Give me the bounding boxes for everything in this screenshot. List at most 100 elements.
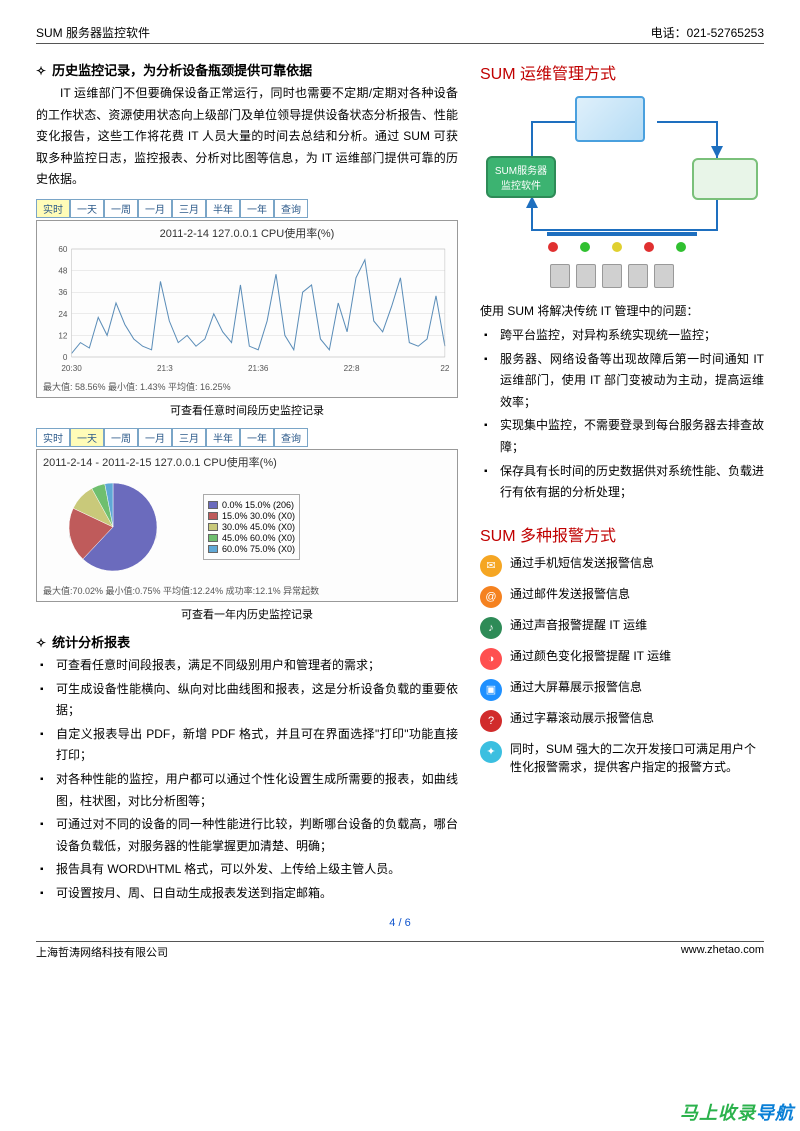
alarm-text: 通过字幕滚动展示报警信息	[510, 709, 654, 727]
manage-heading: SUM 运维管理方式	[480, 60, 764, 84]
report-item: 对各种性能的监控，用户都可以通过个性化设置生成所需要的报表，如曲线图，柱状图，对…	[40, 769, 458, 812]
time-tab[interactable]: 实时	[36, 199, 70, 218]
led-row	[540, 242, 694, 252]
alarm-item: ✦ 同时，SUM 强大的二次开发接口可满足用户个性化报警需求，提供客户指定的报警方…	[480, 740, 764, 776]
time-tab[interactable]: 一天	[70, 199, 104, 218]
alarm-item: ? 通过字幕滚动展示报警信息	[480, 709, 764, 732]
pie-chart-caption: 可查看一年内历史监控记录	[36, 606, 458, 622]
alarm-text: 同时，SUM 强大的二次开发接口可满足用户个性化报警需求，提供客户指定的报警方式…	[510, 740, 764, 776]
time-tab[interactable]: 实时	[36, 428, 70, 447]
line-chart-title: 2011-2-14 127.0.0.1 CPU使用率(%)	[43, 225, 451, 241]
svg-text:24: 24	[58, 310, 68, 319]
line-chart-caption: 可查看任意时间段历史监控记录	[36, 402, 458, 418]
legend-item: 15.0% 30.0% (X0)	[208, 511, 295, 521]
sum-box-line2: 监控软件	[492, 177, 550, 192]
alarm-icon: ♪	[480, 617, 502, 639]
alarm-item: ✉ 通过手机短信发送报警信息	[480, 554, 764, 577]
server-row	[550, 264, 674, 288]
time-tab[interactable]: 一月	[138, 199, 172, 218]
company-name: 上海哲涛网络科技有限公司	[36, 944, 168, 960]
svg-text:36: 36	[58, 288, 68, 297]
svg-text:48: 48	[58, 267, 68, 276]
svg-text:22: 22	[440, 364, 450, 373]
phone-number: 电话：021-52765253	[651, 24, 764, 41]
svg-text:0: 0	[63, 353, 68, 362]
alarm-item: ♪ 通过声音报警提醒 IT 运维	[480, 616, 764, 639]
alarm-text: 通过邮件发送报警信息	[510, 585, 630, 603]
pie-chart-stats: 最大值:70.02% 最小值:0.75% 平均值:12.24% 成功率:12.1…	[43, 584, 451, 597]
alarm-icon: @	[480, 586, 502, 608]
website-url: www.zhetao.com	[681, 944, 764, 960]
svg-text:12: 12	[58, 331, 68, 340]
server-icon	[550, 264, 570, 288]
report-item: 可生成设备性能横向、纵向对比曲线图和报表，这是分析设备负载的重要依据；	[40, 679, 458, 722]
page-number: 4 / 6	[36, 917, 764, 929]
legend-item: 60.0% 75.0% (X0)	[208, 544, 295, 554]
cpu-line-chart-frame: 2011-2-14 127.0.0.1 CPU使用率(%) 0 12 24 36 48 6…	[36, 220, 458, 398]
status-led	[548, 242, 558, 252]
time-tab[interactable]: 一年	[240, 428, 274, 447]
manage-bullet-list: 跨平台监控，对异构系统实现统一监控；服务器、网络设备等出现故障后第一时间通知 I…	[480, 325, 764, 504]
monitor-screen-icon	[575, 96, 645, 142]
alarm-icon: ◑	[480, 648, 502, 670]
time-range-tabs-2: 实时一天一周一月三月半年一年查询	[36, 428, 458, 447]
report-item: 可设置按月、周、日自动生成报表发送到指定邮箱。	[40, 883, 458, 905]
time-range-tabs: 实时一天一周一月三月半年一年查询	[36, 199, 458, 218]
users-box	[692, 158, 758, 200]
cpu-pie-chart	[43, 472, 193, 582]
svg-text:21:3: 21:3	[157, 364, 173, 373]
legend-item: 0.0% 15.0% (206)	[208, 500, 295, 510]
alarm-icon: ?	[480, 710, 502, 732]
alarm-list: ✉ 通过手机短信发送报警信息 @ 通过邮件发送报警信息 ♪ 通过声音报警提醒 IT 运维 ◑…	[480, 554, 764, 776]
report-heading: 统计分析报表	[36, 632, 458, 651]
time-tab[interactable]: 查询	[274, 428, 308, 447]
time-tab[interactable]: 查询	[274, 199, 308, 218]
time-tab[interactable]: 三月	[172, 199, 206, 218]
manage-item: 实现集中监控，不需要登录到每台服务器去排查故障；	[484, 415, 764, 458]
alarm-icon: ✉	[480, 555, 502, 577]
status-led	[612, 242, 622, 252]
legend-item: 45.0% 60.0% (X0)	[208, 533, 295, 543]
alarm-item: ◑通过颜色变化报警提醒 IT 运维	[480, 647, 764, 670]
server-icon	[576, 264, 596, 288]
history-heading: 历史监控记录，为分析设备瓶颈提供可靠依据	[36, 60, 458, 79]
svg-text:21:36: 21:36	[248, 364, 269, 373]
report-item: 可通过对不同的设备的同一种性能进行比较，判断哪台设备的负载高，哪台设备负载低，对…	[40, 814, 458, 857]
alarm-icon: ▣	[480, 679, 502, 701]
manage-intro: 使用 SUM 将解决传统 IT 管理中的问题：	[480, 302, 764, 319]
time-tab[interactable]: 半年	[206, 199, 240, 218]
time-tab[interactable]: 半年	[206, 428, 240, 447]
pie-chart-title: 2011-2-14 - 2011-2-15 127.0.0.1 CPU使用率(%…	[43, 454, 451, 470]
svg-text:20:30: 20:30	[61, 364, 82, 373]
time-tab[interactable]: 一周	[104, 428, 138, 447]
legend-item: 30.0% 45.0% (X0)	[208, 522, 295, 532]
svg-text:22:8: 22:8	[344, 364, 360, 373]
product-name: SUM 服务器监控软件	[36, 24, 150, 41]
alarm-icon: ✦	[480, 741, 502, 763]
time-tab[interactable]: 一天	[70, 428, 104, 447]
time-tab[interactable]: 一月	[138, 428, 172, 447]
status-led	[644, 242, 654, 252]
cpu-line-chart: 0 12 24 36 48 60 20:30 21:3 21:36 22:8 22	[43, 243, 451, 373]
alarm-text: 通过声音报警提醒 IT 运维	[510, 616, 647, 634]
alarm-heading: SUM 多种报警方式	[480, 522, 764, 546]
server-icon	[654, 264, 674, 288]
line-chart-stats: 最大值: 58.56% 最小值: 1.43% 平均值: 16.25%	[43, 380, 451, 393]
alarm-text: 通过手机短信发送报警信息	[510, 554, 654, 572]
manage-item: 保存具有长时间的历史数据供对系统性能、负载进行有依有据的分析处理；	[484, 461, 764, 504]
alarm-text: 通过大屏幕展示报警信息	[510, 678, 642, 696]
svg-text:60: 60	[58, 245, 68, 254]
time-tab[interactable]: 三月	[172, 428, 206, 447]
time-tab[interactable]: 一年	[240, 199, 274, 218]
sum-server-box: SUM服务器 监控软件	[486, 156, 556, 198]
pie-legend: 0.0% 15.0% (206)15.0% 30.0% (X0)30.0% 45…	[203, 494, 300, 560]
status-led	[580, 242, 590, 252]
manage-item: 服务器、网络设备等出现故障后第一时间通知 IT 运维部门，使用 IT 部门变被动…	[484, 349, 764, 414]
status-led	[676, 242, 686, 252]
report-item: 可查看任意时间段报表，满足不同级别用户和管理者的需求；	[40, 655, 458, 677]
sum-box-line1: SUM服务器	[492, 162, 550, 177]
time-tab[interactable]: 一周	[104, 199, 138, 218]
server-icon	[628, 264, 648, 288]
cpu-pie-chart-frame: 2011-2-14 - 2011-2-15 127.0.0.1 CPU使用率(%…	[36, 449, 458, 602]
alarm-item: ▣ 通过大屏幕展示报警信息	[480, 678, 764, 701]
